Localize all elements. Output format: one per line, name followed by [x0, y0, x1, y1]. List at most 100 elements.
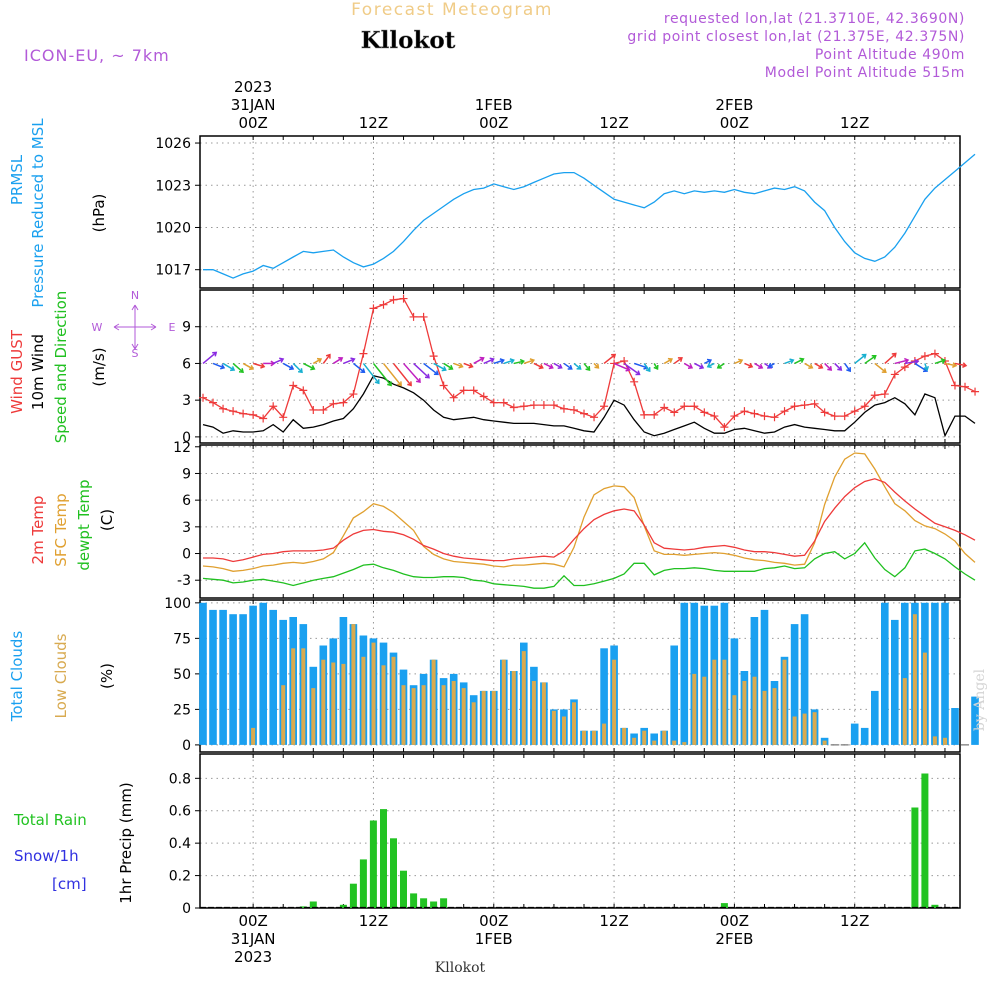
- wind-arrow: [513, 360, 524, 365]
- y-tick-label: 75: [173, 631, 191, 647]
- sfc-temp-label: SFC Temp: [52, 493, 70, 566]
- low-cloud-bar: [932, 736, 937, 745]
- low-cloud-bar: [802, 713, 807, 745]
- model-label: ICON-EU, ~ 7km: [24, 46, 170, 65]
- gust-marker: [369, 304, 378, 313]
- gust-marker: [950, 381, 959, 390]
- wind-arrow-head: [415, 378, 421, 384]
- gust-marker: [349, 390, 358, 399]
- pressure-unit-label: (hPa): [90, 194, 108, 233]
- low-cloud-bar: [251, 727, 256, 745]
- rain-bar: [430, 901, 438, 908]
- gust-marker: [419, 312, 428, 321]
- gust-marker: [710, 412, 719, 421]
- gust-marker: [509, 403, 518, 412]
- gust-marker: [900, 363, 909, 372]
- wind-arrow-head: [789, 358, 795, 364]
- total-cloud-bar: [931, 602, 939, 745]
- wind-arrow: [934, 359, 946, 365]
- total-cloud-bar: [730, 638, 739, 745]
- wind-arrow: [864, 355, 877, 365]
- dewpt-label: dewpt Temp: [75, 479, 93, 570]
- gust-marker: [590, 413, 599, 422]
- wind-arrow: [563, 362, 573, 370]
- gust-marker: [409, 312, 418, 321]
- time-label-bottom: 12Z: [599, 912, 628, 930]
- y-tick-label: 100: [164, 596, 191, 612]
- low-cloud-bar: [361, 656, 366, 745]
- total-cloud-bar: [881, 602, 889, 745]
- gust-marker: [549, 401, 558, 410]
- total-cloud-bar: [279, 619, 287, 745]
- gust-marker: [489, 398, 498, 407]
- wind-arrow: [232, 362, 244, 373]
- wind-arrow-head: [220, 364, 226, 370]
- wind-arrow: [392, 362, 412, 386]
- clouds-panel: 0 25 50 75 100 Total Clouds Low Clouds (%): [8, 596, 979, 754]
- low-cloud-bar: [341, 663, 346, 745]
- gust-marker: [650, 410, 659, 419]
- low-cloud-bar: [752, 676, 757, 745]
- wind-arrow: [894, 359, 909, 365]
- gust-marker: [800, 401, 809, 410]
- gust-marker: [279, 413, 288, 422]
- wind-arrow: [603, 354, 616, 365]
- prmsl-label: PRMSL: [8, 154, 26, 205]
- gust-marker: [890, 370, 899, 379]
- wind-arrow: [292, 362, 303, 373]
- gust-marker: [399, 294, 408, 303]
- compass-rose: N S W E: [92, 289, 176, 360]
- y-tick-label: 1020: [155, 220, 191, 236]
- wind-arrow-head: [653, 364, 659, 370]
- low-cloud-bar: [301, 648, 306, 745]
- gust-marker: [529, 401, 538, 410]
- gust-marker: [840, 412, 849, 421]
- wind-arrow: [683, 362, 693, 369]
- y-tick-label: 1023: [155, 178, 191, 194]
- wind-arrow: [583, 362, 591, 371]
- wind-arrow-head: [433, 370, 439, 376]
- wind-arrow: [954, 362, 967, 367]
- wind-arrow: [302, 362, 315, 370]
- wind-arrow: [844, 363, 851, 372]
- rain-bar: [299, 906, 307, 908]
- gust-marker: [740, 407, 749, 416]
- wind-arrow-head: [407, 381, 412, 387]
- low-cloud-bar: [592, 730, 596, 745]
- wind-arrow-head: [635, 370, 641, 376]
- y-tick-label: 1017: [155, 263, 191, 279]
- gust-marker: [249, 410, 258, 419]
- wind-arrow-head: [904, 357, 910, 364]
- wind-arrow-head: [923, 365, 930, 372]
- gust-marker: [339, 398, 348, 407]
- gust-marker: [439, 381, 448, 390]
- wind-arrow: [824, 362, 832, 371]
- wind-arrow: [352, 362, 365, 373]
- low-cloud-bar: [772, 688, 777, 745]
- low-cloud-bar: [401, 685, 406, 745]
- wind-arrow: [312, 358, 322, 365]
- low-cloud-bar: [481, 690, 486, 745]
- pressure-line: [203, 153, 976, 279]
- panel-frame: [199, 444, 961, 599]
- gust-marker: [820, 408, 829, 417]
- wind-arrow-head: [846, 367, 851, 373]
- y-tick-label: 0.8: [169, 771, 191, 787]
- panel-frame: [199, 753, 961, 909]
- wind-arrow: [633, 362, 648, 369]
- wind-arrow-head: [289, 364, 295, 371]
- wind-arrow: [343, 358, 355, 365]
- low-cloud-bar: [441, 685, 446, 745]
- wind-arrow-head: [499, 358, 505, 364]
- wind-arrow: [463, 362, 473, 368]
- total-cloud-bar: [800, 614, 809, 745]
- total-cloud-bar: [871, 690, 879, 745]
- wind-panel: 0 3 6 9 Wind GUST 10m Wind Speed and Direction…: [8, 289, 980, 446]
- low-cloud-bar: [501, 659, 506, 745]
- wind-arrow-head: [325, 353, 331, 359]
- gust-marker: [730, 412, 739, 421]
- gust-marker: [880, 390, 889, 399]
- y-tick-label: 3: [182, 393, 191, 409]
- gust-marker: [790, 402, 799, 411]
- wind-arrow: [423, 362, 439, 376]
